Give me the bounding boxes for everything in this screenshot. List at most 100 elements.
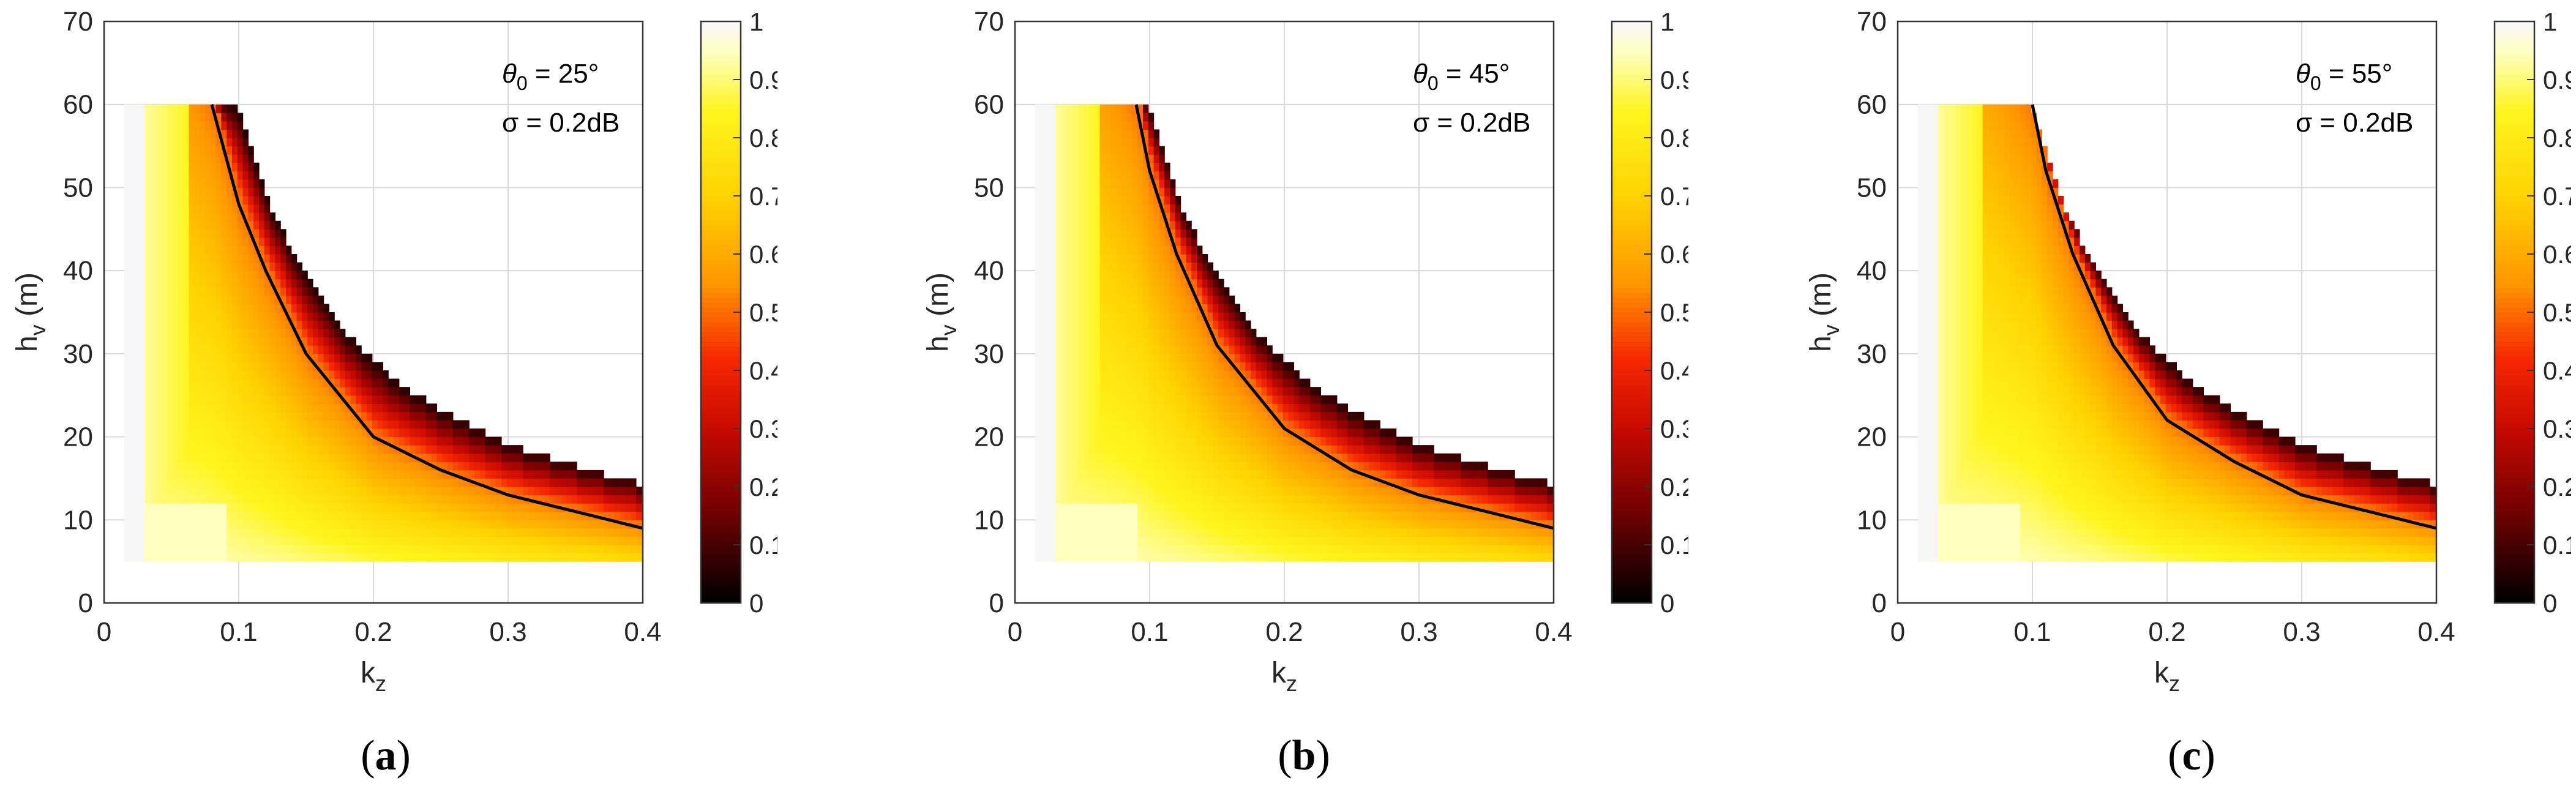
y-tick-label: 30 [1857, 339, 1887, 369]
y-tick-label: 40 [1857, 256, 1887, 286]
heatmap-field [1035, 104, 1554, 562]
colorbar-tick-label: 0.5 [1660, 298, 1688, 327]
x-tick-label: 0.4 [624, 617, 661, 647]
colorbar-tick-label: 0.1 [1660, 531, 1688, 559]
colorbar-tick-label: 0.7 [2543, 182, 2571, 211]
y-tick-label: 60 [1857, 90, 1887, 120]
y-tick-label: 20 [974, 422, 1004, 452]
y-tick-label: 40 [63, 256, 93, 286]
colorbar-tick-label: 0.4 [749, 356, 777, 385]
sigma-annotation: σ = 0.2dB [2296, 108, 2413, 138]
y-tick-label: 0 [989, 588, 1004, 618]
y-tick-label: 20 [63, 422, 93, 452]
y-tick-label: 10 [63, 505, 93, 535]
x-axis-label: kz [1271, 657, 1297, 696]
colorbar-tick-label: 0.7 [749, 182, 777, 211]
colorbar-tick-label: 0.2 [1660, 473, 1688, 501]
y-tick-label: 70 [974, 7, 1004, 37]
colorbar-tick-label: 0.7 [1660, 182, 1688, 211]
colorbar-tick-label: 0.6 [749, 240, 777, 269]
contour-line [1134, 104, 1554, 530]
colorbar-tick-label: 0 [749, 589, 763, 618]
colorbar-tick-label: 0.1 [2543, 531, 2571, 559]
heatmap-field [1918, 104, 2436, 562]
colorbar-tick-label: 0 [2543, 589, 2557, 618]
contour-line [2031, 104, 2436, 530]
x-axis-label: kz [2154, 657, 2180, 696]
colorbar-tick-label: 0.4 [2543, 356, 2571, 385]
y-tick-label: 30 [63, 339, 93, 369]
panel-caption: (b) [1278, 732, 1330, 779]
contour-line [210, 104, 643, 530]
colorbar-tick-label: 0.9 [1660, 65, 1688, 94]
x-tick-label: 0.3 [489, 617, 526, 647]
y-tick-label: 0 [1872, 588, 1887, 618]
y-tick-label: 30 [974, 339, 1004, 369]
panel-caption: (a) [361, 732, 411, 779]
colorbar: 0 0.1 0.2 0.3 0.4 0.5 0.6 0.7 0.8 0.9 1 [1611, 7, 1688, 618]
colorbar-tick-label: 0 [1660, 589, 1674, 618]
y-tick-label: 70 [1857, 7, 1887, 37]
colorbar-tick-label: 0.6 [2543, 240, 2571, 269]
x-tick-label: 0.2 [354, 617, 392, 647]
x-tick-label: 0.3 [1400, 617, 1437, 647]
x-tick-label: 0 [97, 617, 111, 647]
colorbar-tick-label: 0.9 [2543, 65, 2571, 94]
x-tick-label: 0.3 [2283, 617, 2320, 647]
colorbar-tick-label: 0.2 [2543, 473, 2571, 501]
y-tick-label: 50 [63, 173, 93, 203]
y-tick-label: 50 [974, 173, 1004, 203]
theta-annotation: θ0 = 25° [502, 59, 599, 94]
colorbar-tick-label: 0.1 [749, 531, 777, 559]
y-tick-label: 70 [63, 7, 93, 37]
theta-annotation: θ0 = 45° [1413, 59, 1510, 94]
colorbar-tick-label: 0.4 [1660, 356, 1688, 385]
theta-annotation: θ0 = 55° [2296, 59, 2392, 94]
colorbar-tick-label: 1 [749, 7, 763, 36]
colorbar-tick-label: 1 [2543, 7, 2557, 36]
x-tick-label: 0 [1008, 617, 1022, 647]
sigma-annotation: σ = 0.2dB [1413, 108, 1530, 138]
panel-caption: (c) [2168, 732, 2215, 779]
colorbar-tick-label: 0.6 [1660, 240, 1688, 269]
axes-frame [1896, 20, 2438, 604]
colorbar: 0 0.1 0.2 0.3 0.4 0.5 0.6 0.7 0.8 0.9 1 [700, 7, 777, 618]
y-axis-label: hv (m) [1805, 272, 1844, 352]
y-tick-label: 20 [1857, 422, 1887, 452]
y-tick-label: 50 [1857, 173, 1887, 203]
y-tick-label: 10 [1857, 505, 1887, 535]
colorbar-tick-label: 0.5 [2543, 298, 2571, 327]
heatmap-field [124, 104, 643, 562]
colorbar-tick-label: 0.2 [749, 473, 777, 501]
y-tick-label: 60 [63, 90, 93, 120]
sigma-annotation: σ = 0.2dB [502, 108, 620, 138]
colorbar-tick-label: 0.3 [1660, 414, 1688, 443]
x-tick-label: 0.4 [2417, 617, 2455, 647]
colorbar-tick-label: 0.3 [749, 414, 777, 443]
colorbar-tick-label: 0.8 [1660, 124, 1688, 152]
colorbar-tick-label: 0.9 [749, 65, 777, 94]
x-tick-label: 0 [1890, 617, 1905, 647]
colorbar-tick-label: 0.8 [749, 124, 777, 152]
x-tick-label: 0.1 [2013, 617, 2051, 647]
y-tick-label: 40 [974, 256, 1004, 286]
x-tick-label: 0.1 [220, 617, 257, 647]
axes-frame [1014, 20, 1555, 604]
y-tick-label: 60 [974, 90, 1004, 120]
x-axis-label: kz [361, 657, 386, 696]
y-tick-label: 0 [78, 588, 93, 618]
y-axis-label: hv (m) [922, 272, 961, 352]
colorbar: 0 0.1 0.2 0.3 0.4 0.5 0.6 0.7 0.8 0.9 1 [2493, 7, 2571, 618]
axes-frame [103, 20, 644, 604]
y-tick-label: 10 [974, 505, 1004, 535]
colorbar-tick-label: 0.3 [2543, 414, 2571, 443]
x-tick-label: 0.4 [1535, 617, 1572, 647]
colorbar-tick-label: 0.5 [749, 298, 777, 327]
y-axis-label: hv (m) [11, 272, 50, 352]
colorbar-tick-label: 1 [1660, 7, 1674, 36]
x-tick-label: 0.2 [2148, 617, 2185, 647]
